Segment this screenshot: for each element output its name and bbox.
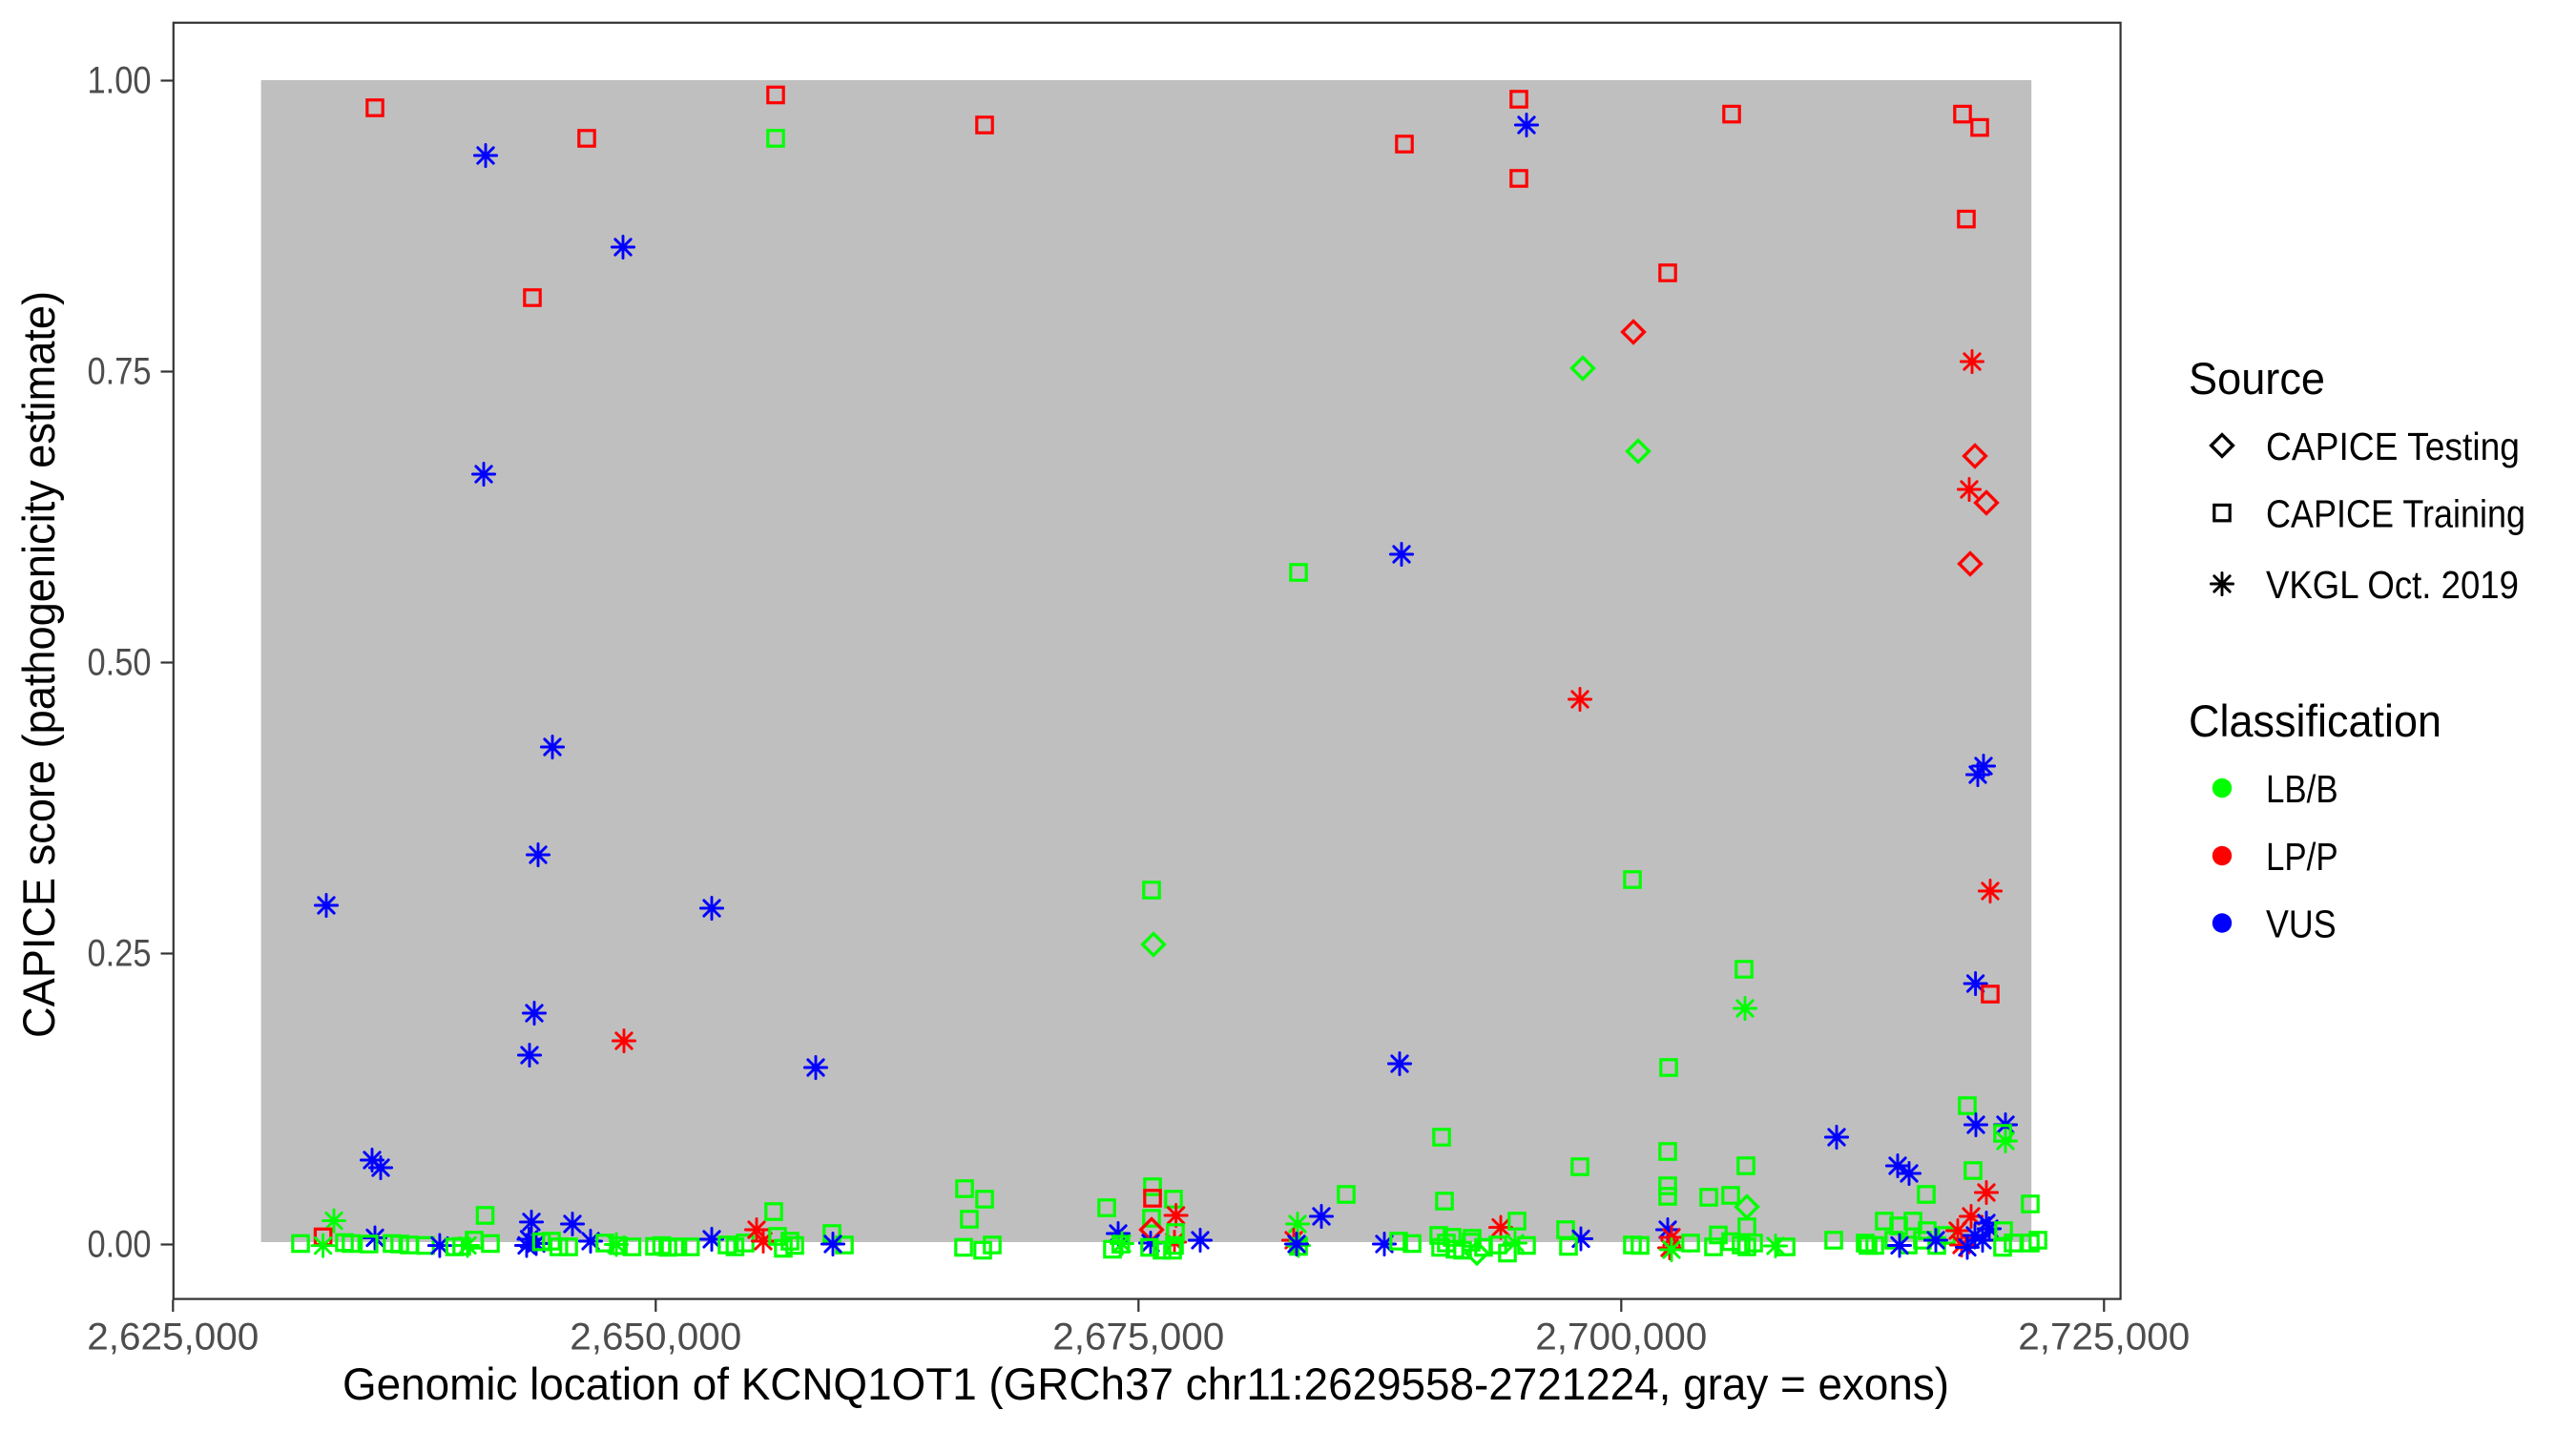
svg-text:2,625,000: 2,625,000: [87, 1317, 259, 1358]
svg-text:CAPICE Training: CAPICE Training: [2266, 492, 2525, 536]
svg-text:CAPICE Testing: CAPICE Testing: [2266, 425, 2520, 468]
svg-text:Genomic location of KCNQ1OT1 (: Genomic location of KCNQ1OT1 (GRCh37 chr…: [343, 1358, 1949, 1409]
svg-text:2,650,000: 2,650,000: [570, 1317, 741, 1358]
svg-text:VKGL Oct. 2019: VKGL Oct. 2019: [2266, 563, 2519, 607]
svg-text:Source: Source: [2189, 353, 2325, 404]
svg-text:LB/B: LB/B: [2266, 767, 2338, 811]
svg-text:CAPICE score (pathogenicity es: CAPICE score (pathogenicity estimate): [13, 291, 64, 1038]
svg-text:1.00: 1.00: [88, 60, 152, 102]
svg-text:0.50: 0.50: [88, 642, 152, 684]
svg-text:VUS: VUS: [2266, 902, 2337, 946]
svg-text:Classification: Classification: [2189, 695, 2441, 746]
svg-text:LP/P: LP/P: [2266, 835, 2338, 879]
svg-text:0.25: 0.25: [88, 933, 152, 975]
svg-text:2,675,000: 2,675,000: [1052, 1317, 1224, 1358]
svg-text:0.75: 0.75: [88, 351, 152, 393]
svg-text:0.00: 0.00: [88, 1224, 152, 1266]
svg-text:2,700,000: 2,700,000: [1535, 1317, 1707, 1358]
svg-text:2,725,000: 2,725,000: [2018, 1317, 2190, 1358]
